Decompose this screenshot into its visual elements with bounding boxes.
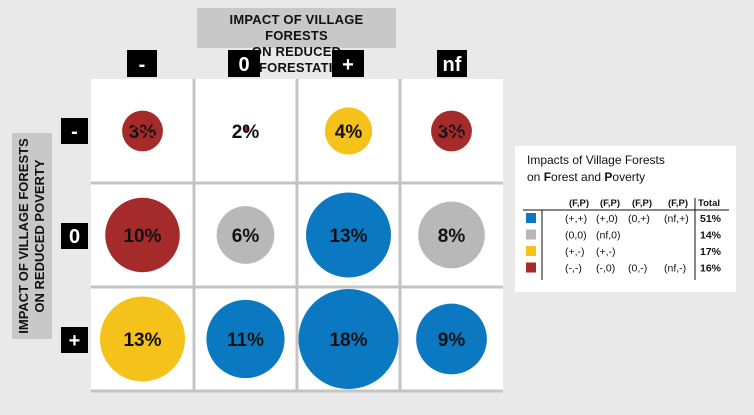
bubble-label-5: 6% [232,226,260,247]
legend-swatch-3 [526,262,536,273]
legend-pair-2-1: (+,-) [596,246,616,258]
bubble-8 [100,296,185,382]
legend-pair-3-3: (nf,-) [664,263,686,275]
bubble-10 [298,289,399,389]
legend: Impacts of Village Forests on Forest and … [515,146,736,292]
column-header-label-2: + [342,54,354,76]
legend-pair-0-2: (0,+) [628,213,650,225]
bubble-label-10: 18% [329,330,367,351]
column-header-label-3: nf [443,54,462,76]
bubble-7 [418,201,485,269]
legend-total-3: 16% [700,263,722,275]
bubble-3 [431,110,472,152]
bubble-label-4: 10% [123,226,161,247]
row-header-box-0 [61,118,88,144]
top-axis-title: IMPACT OF VILLAGE FORESTS ON REDUCED DEFO… [197,8,396,75]
legend-pair-2-0: (+,-) [565,246,585,258]
column-header-label-0: - [139,54,146,76]
legend-title-line1: Impacts of Village Forests [527,153,665,167]
bubble-label-1: 2% [232,122,260,143]
legend-swatch-2 [526,246,536,256]
legend-title-part-4: overty [612,170,645,184]
top-axis-title-line-0: IMPACT OF VILLAGE FORESTS [229,12,364,43]
row-header-box-1 [61,223,88,249]
bubble-label-8: 13% [123,330,161,351]
bubble-strike-0 [129,121,156,138]
legend-header-4: Total [698,198,720,209]
legend-total-1: 14% [700,230,722,242]
legend-pair-3-2: (0,-) [628,263,647,275]
legend-title-part-0: on [527,170,544,184]
legend-pair-3-0: (-,-) [565,263,582,275]
column-header-label-1: 0 [238,54,249,76]
legend-header-3: (F,P) [668,198,688,209]
legend-title-part-2: orest and [551,170,604,184]
column-header-box-3 [437,50,467,77]
bubble-5 [216,206,275,264]
bubble-label-11: 9% [438,330,466,351]
legend-title-part-1: F [544,170,551,184]
left-axis-title: IMPACT OF VILLAGE FORESTS ON REDUCED POVE… [12,133,52,339]
bubble-label-6: 13% [329,226,367,247]
bubble-label-7: 8% [438,226,466,247]
legend-swatch-1 [526,229,536,240]
legend-title-line2: on Forest and Poverty [527,170,645,184]
bubble-9 [206,299,285,379]
bubble-0 [122,110,163,152]
bubble-4 [105,197,180,273]
bubble-1 [243,126,250,132]
bubble-label-2: 4% [335,122,363,143]
top-axis-title-line-1: ON REDUCED DEFORESTATION [240,44,353,75]
column-header-box-1 [228,50,260,77]
bubble-2 [324,107,373,155]
legend-header-0: (F,P) [569,198,589,209]
row-header-label-2: + [69,330,81,352]
bubble-label-9: 11% [227,330,264,351]
bubble-11 [416,303,487,375]
legend-pair-1-0: (0,0) [565,230,587,242]
top-axis-title-line: IMPACT OF VILLAGE FORESTS ON REDUCED DEFO… [197,12,396,76]
column-header-box-2 [332,50,364,77]
row-header-box-2 [61,327,88,353]
legend-pair-1-1: (nf,0) [596,230,621,242]
legend-pair-0-1: (+,0) [596,213,618,225]
column-header-box-0 [127,50,157,77]
legend-pair-0-3: (nf,+) [664,213,689,225]
legend-title-part-3: P [604,170,612,184]
legend-svg: Impacts of Village Forests on Forest and … [523,153,729,280]
legend-pair-0-0: (+,+) [565,213,587,225]
bubble-strike-3 [438,121,465,138]
bubble-label-3: 3% [438,122,466,143]
legend-total-0: 51% [700,213,722,225]
row-header-label-1: 0 [69,226,80,248]
legend-pair-3-1: (-,0) [596,263,615,275]
legend-header-2: (F,P) [632,198,652,209]
row-header-label-0: - [71,121,78,143]
legend-swatch-0 [526,213,536,223]
bubble-label-0: 3% [129,122,157,143]
legend-total-2: 17% [700,246,722,258]
bubble-6 [306,192,391,278]
legend-header-1: (F,P) [600,198,620,209]
